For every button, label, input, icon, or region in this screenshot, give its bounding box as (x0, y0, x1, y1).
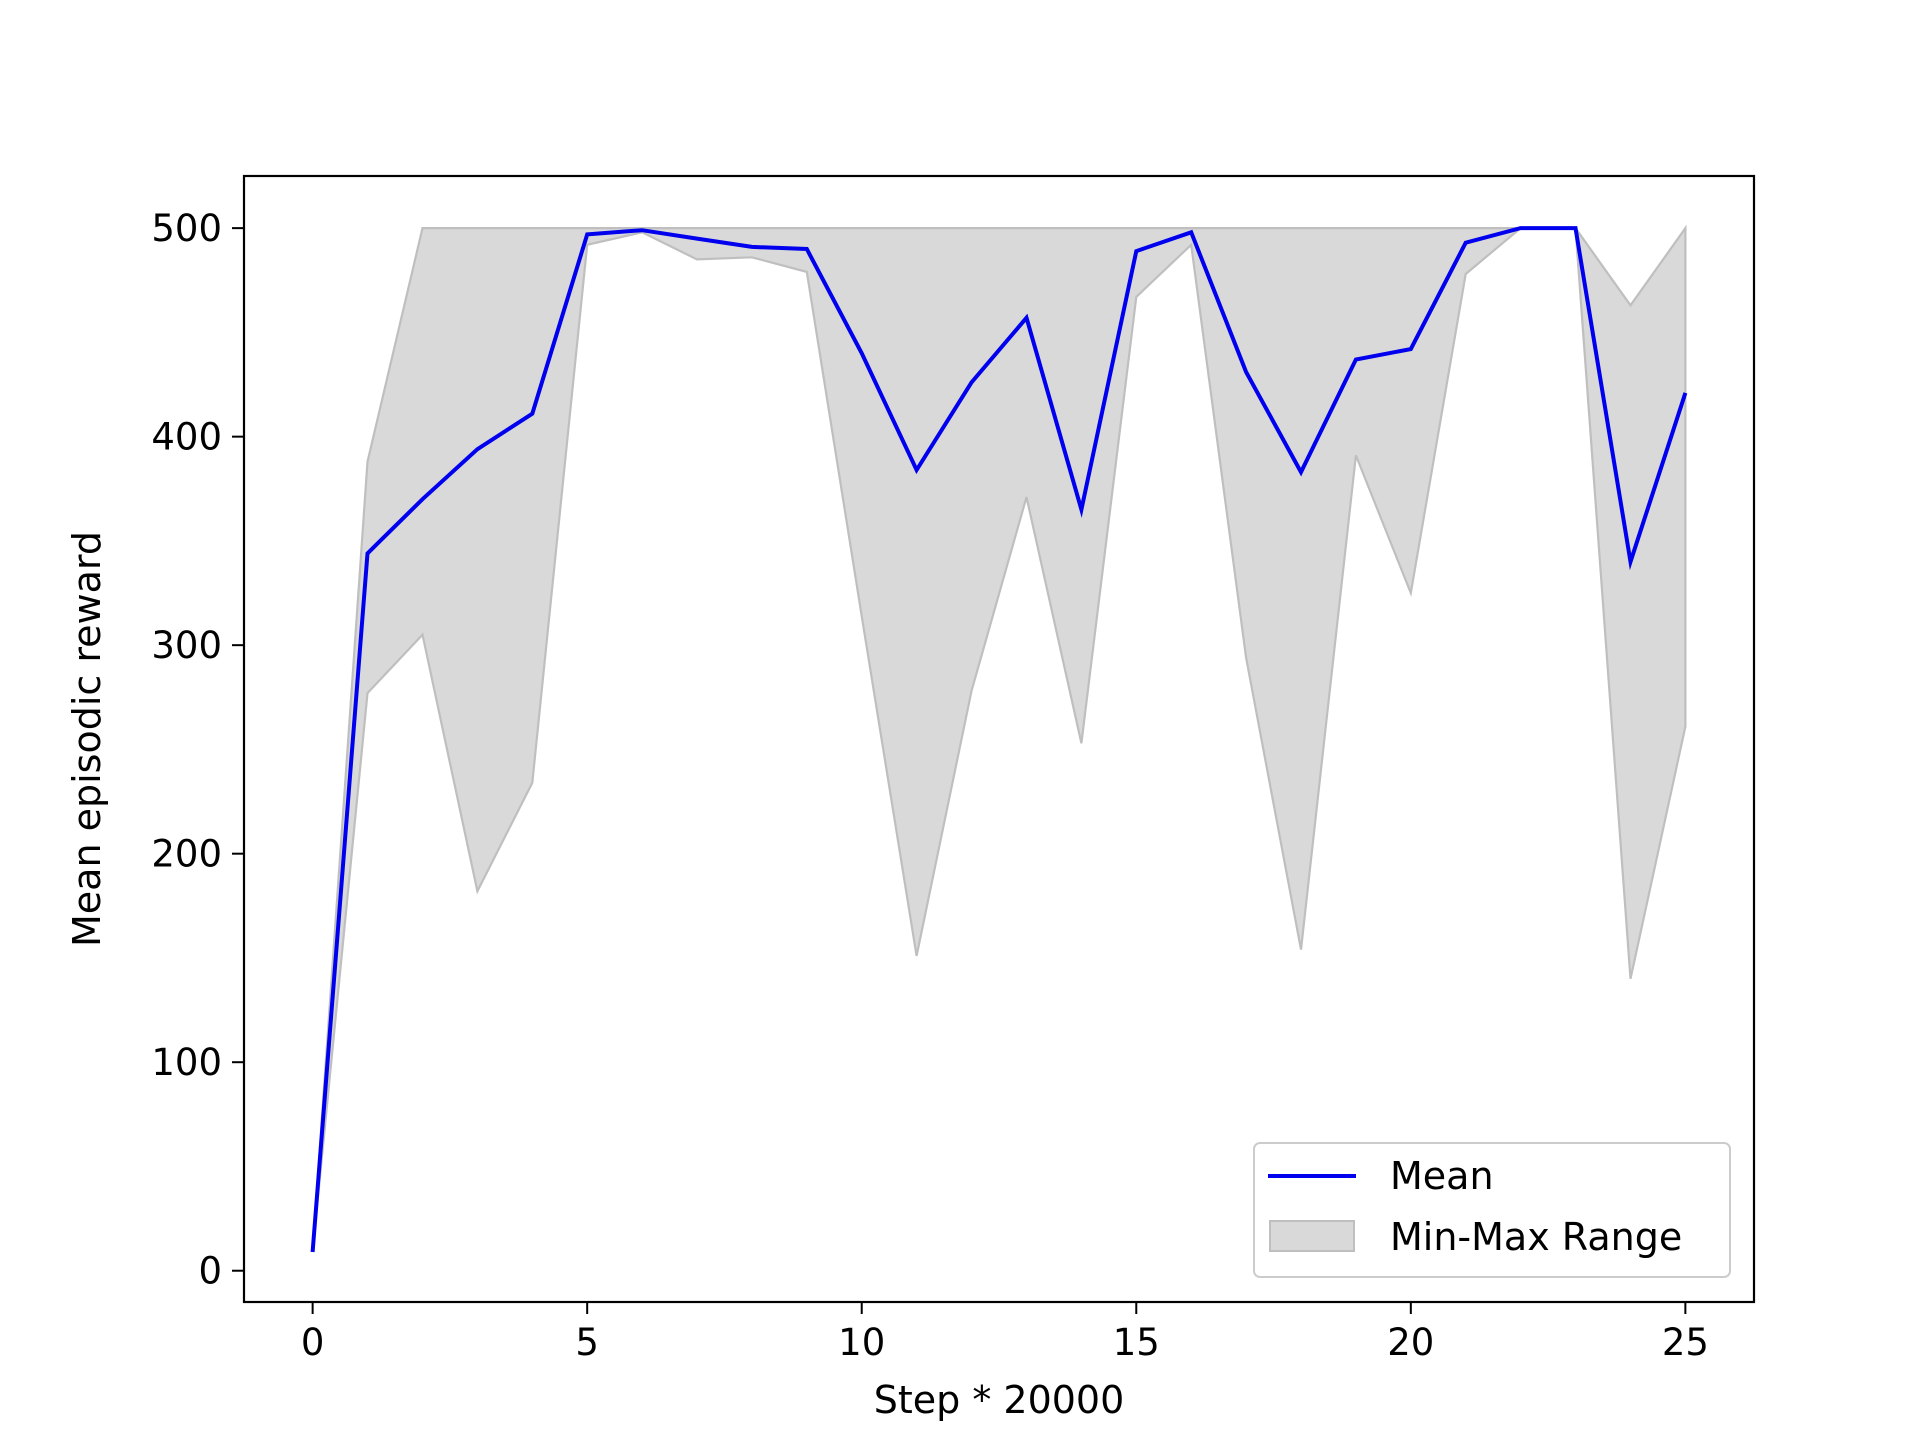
x-tick-label: 10 (838, 1321, 885, 1364)
y-axis: 0 100 200 300 400 500 (151, 207, 244, 1293)
axes-frame (242, 174, 1756, 1304)
legend-band-label: Min-Max Range (1390, 1215, 1682, 1259)
y-tick-label: 300 (151, 624, 222, 667)
x-tick-label: 0 (301, 1321, 325, 1364)
y-tick-label: 400 (151, 416, 222, 459)
min-max-band (311, 224, 1687, 1253)
x-tick-label: 25 (1662, 1321, 1709, 1364)
y-tick-label: 200 (151, 833, 222, 876)
x-tick-label: 5 (575, 1321, 599, 1364)
legend-box (1253, 1142, 1731, 1278)
y-tick-label: 0 (198, 1250, 222, 1293)
x-axis: 0 5 10 15 20 25 (301, 1302, 1709, 1364)
legend-mean-label: Mean (1390, 1154, 1494, 1198)
x-tick-label: 20 (1387, 1321, 1434, 1364)
legend: Mean Min-Max Range (1253, 1142, 1731, 1278)
x-axis-label: Step * 20000 (874, 1378, 1125, 1422)
y-axis-label: Mean episodic reward (65, 531, 109, 947)
x-tick-label: 15 (1113, 1321, 1160, 1364)
y-tick-label: 500 (151, 207, 222, 250)
series-line-mean (310, 226, 1688, 1253)
legend-band-swatch (1269, 1220, 1355, 1252)
plot-area (310, 224, 1688, 1253)
y-tick-label: 100 (151, 1041, 222, 1084)
